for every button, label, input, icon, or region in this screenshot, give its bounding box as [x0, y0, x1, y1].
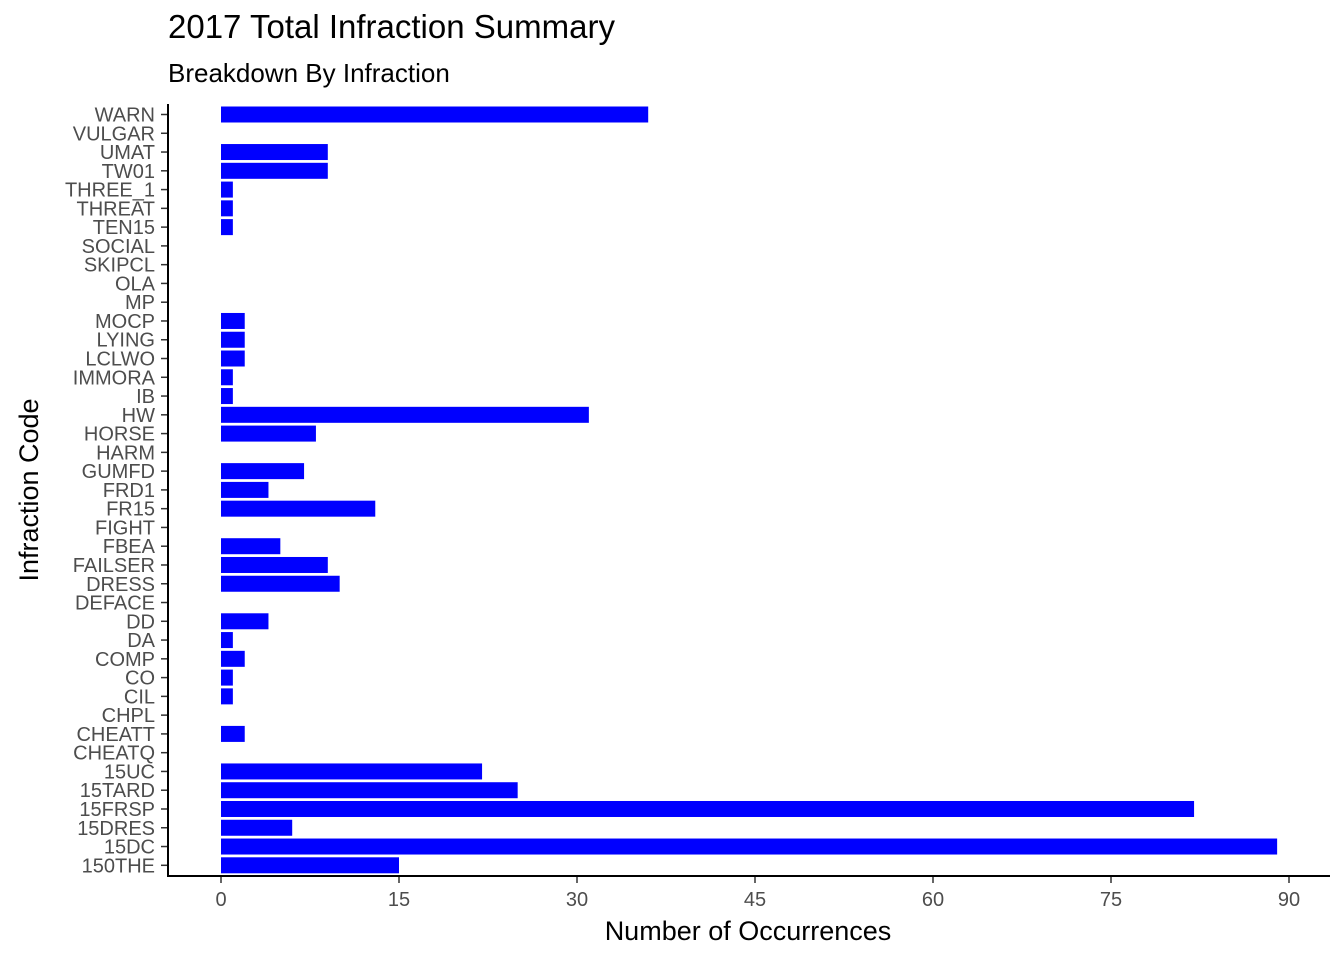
x-tick-label: 60: [922, 889, 944, 911]
bar-umat: [221, 144, 328, 161]
y-tick-label: CHEATQ: [73, 743, 155, 765]
y-tick-label: LCLWO: [85, 349, 155, 371]
y-tick-label: HORSE: [84, 424, 155, 446]
x-tick-label: 0: [215, 889, 226, 911]
y-tick-label: MP: [125, 292, 155, 314]
y-tick-label: 15TARD: [80, 780, 155, 802]
y-tick-label: THREE_1: [65, 180, 155, 202]
y-tick-label: TW01: [102, 161, 155, 183]
y-tick-label: HW: [122, 405, 155, 427]
bar-hw: [221, 406, 589, 423]
y-tick-label: IB: [136, 386, 155, 408]
y-tick-label: DEFACE: [75, 593, 155, 615]
bar-lclwo: [221, 350, 245, 367]
bar-dress: [221, 575, 340, 592]
y-tick-label: TEN15: [93, 217, 155, 239]
bar-tw01: [221, 162, 328, 179]
y-tick-label: LYING: [96, 330, 155, 352]
y-tick-label: 15DRES: [77, 818, 155, 840]
bar-failser: [221, 556, 328, 573]
y-tick-label: 15UC: [104, 761, 155, 783]
y-tick-label: FAILSER: [73, 555, 155, 577]
y-axis-ticks: 150THE15DC15DRES15FRSP15TARD15UCCHEATQCH…: [65, 105, 168, 877]
y-tick-label: 15DC: [104, 837, 155, 859]
bar-cheatt: [221, 725, 245, 742]
bar-15dres: [221, 819, 293, 836]
x-tick-label: 45: [744, 889, 766, 911]
y-tick-label: FIGHT: [95, 517, 155, 539]
bar-150the: [221, 857, 399, 874]
y-tick-label: 150THE: [82, 855, 155, 877]
bar-immora: [221, 369, 233, 386]
y-tick-label: FR15: [106, 499, 155, 521]
bar-cil: [221, 688, 233, 705]
y-tick-label: FRD1: [103, 480, 155, 502]
bar-three-1: [221, 181, 233, 198]
bar-warn: [221, 106, 649, 123]
bar-mocp: [221, 312, 245, 329]
bar-15tard: [221, 782, 518, 799]
y-tick-label: FBEA: [103, 536, 156, 558]
y-tick-label: CIL: [124, 686, 155, 708]
x-axis-ticks: 0 15 30 45 60 75 90: [215, 876, 1300, 911]
y-tick-label: CO: [125, 668, 155, 690]
x-tick-label: 30: [566, 889, 588, 911]
x-axis-label: Number of Occurrences: [605, 916, 892, 946]
chart-title: 2017 Total Infraction Summary: [168, 8, 615, 45]
y-tick-label: VULGAR: [73, 123, 155, 145]
y-tick-label: DRESS: [86, 574, 155, 596]
y-axis-label: Infraction Code: [14, 398, 44, 581]
bar-15uc: [221, 763, 483, 780]
bar-lying: [221, 331, 245, 348]
y-tick-label: DA: [127, 630, 155, 652]
y-tick-label: HARM: [96, 442, 155, 464]
bars-group: [221, 106, 1278, 874]
bar-ib: [221, 388, 233, 405]
y-tick-label: GUMFD: [82, 461, 155, 483]
bar-da: [221, 632, 233, 649]
y-tick-label: SKIPCL: [84, 255, 155, 277]
bar-gumfd: [221, 463, 305, 480]
y-tick-label: MOCP: [95, 311, 155, 333]
bar-fr15: [221, 500, 376, 517]
bar-horse: [221, 425, 316, 442]
y-tick-label: IMMORA: [73, 367, 156, 389]
y-tick-label: DD: [126, 611, 155, 633]
chart-subtitle: Breakdown By Infraction: [168, 58, 450, 88]
x-tick-label: 75: [1100, 889, 1122, 911]
bar-fbea: [221, 538, 281, 555]
y-tick-label: OLA: [115, 273, 156, 295]
x-tick-label: 15: [388, 889, 410, 911]
y-tick-label: COMP: [95, 649, 155, 671]
y-tick-label: THREAT: [76, 198, 155, 220]
bar-threat: [221, 200, 233, 217]
x-tick-label: 90: [1278, 889, 1300, 911]
bar-co: [221, 669, 233, 686]
bar-15dc: [221, 838, 1278, 855]
y-tick-label: 15FRSP: [79, 799, 155, 821]
y-tick-label: CHPL: [102, 705, 155, 727]
bar-15frsp: [221, 800, 1195, 817]
bar-dd: [221, 613, 269, 630]
y-tick-label: UMAT: [100, 142, 155, 164]
bar-frd1: [221, 481, 269, 498]
y-tick-label: CHEATT: [76, 724, 155, 746]
y-tick-label: SOCIAL: [82, 236, 155, 258]
y-tick-label: WARN: [95, 105, 155, 127]
bar-comp: [221, 650, 245, 667]
bar-ten15: [221, 219, 233, 236]
